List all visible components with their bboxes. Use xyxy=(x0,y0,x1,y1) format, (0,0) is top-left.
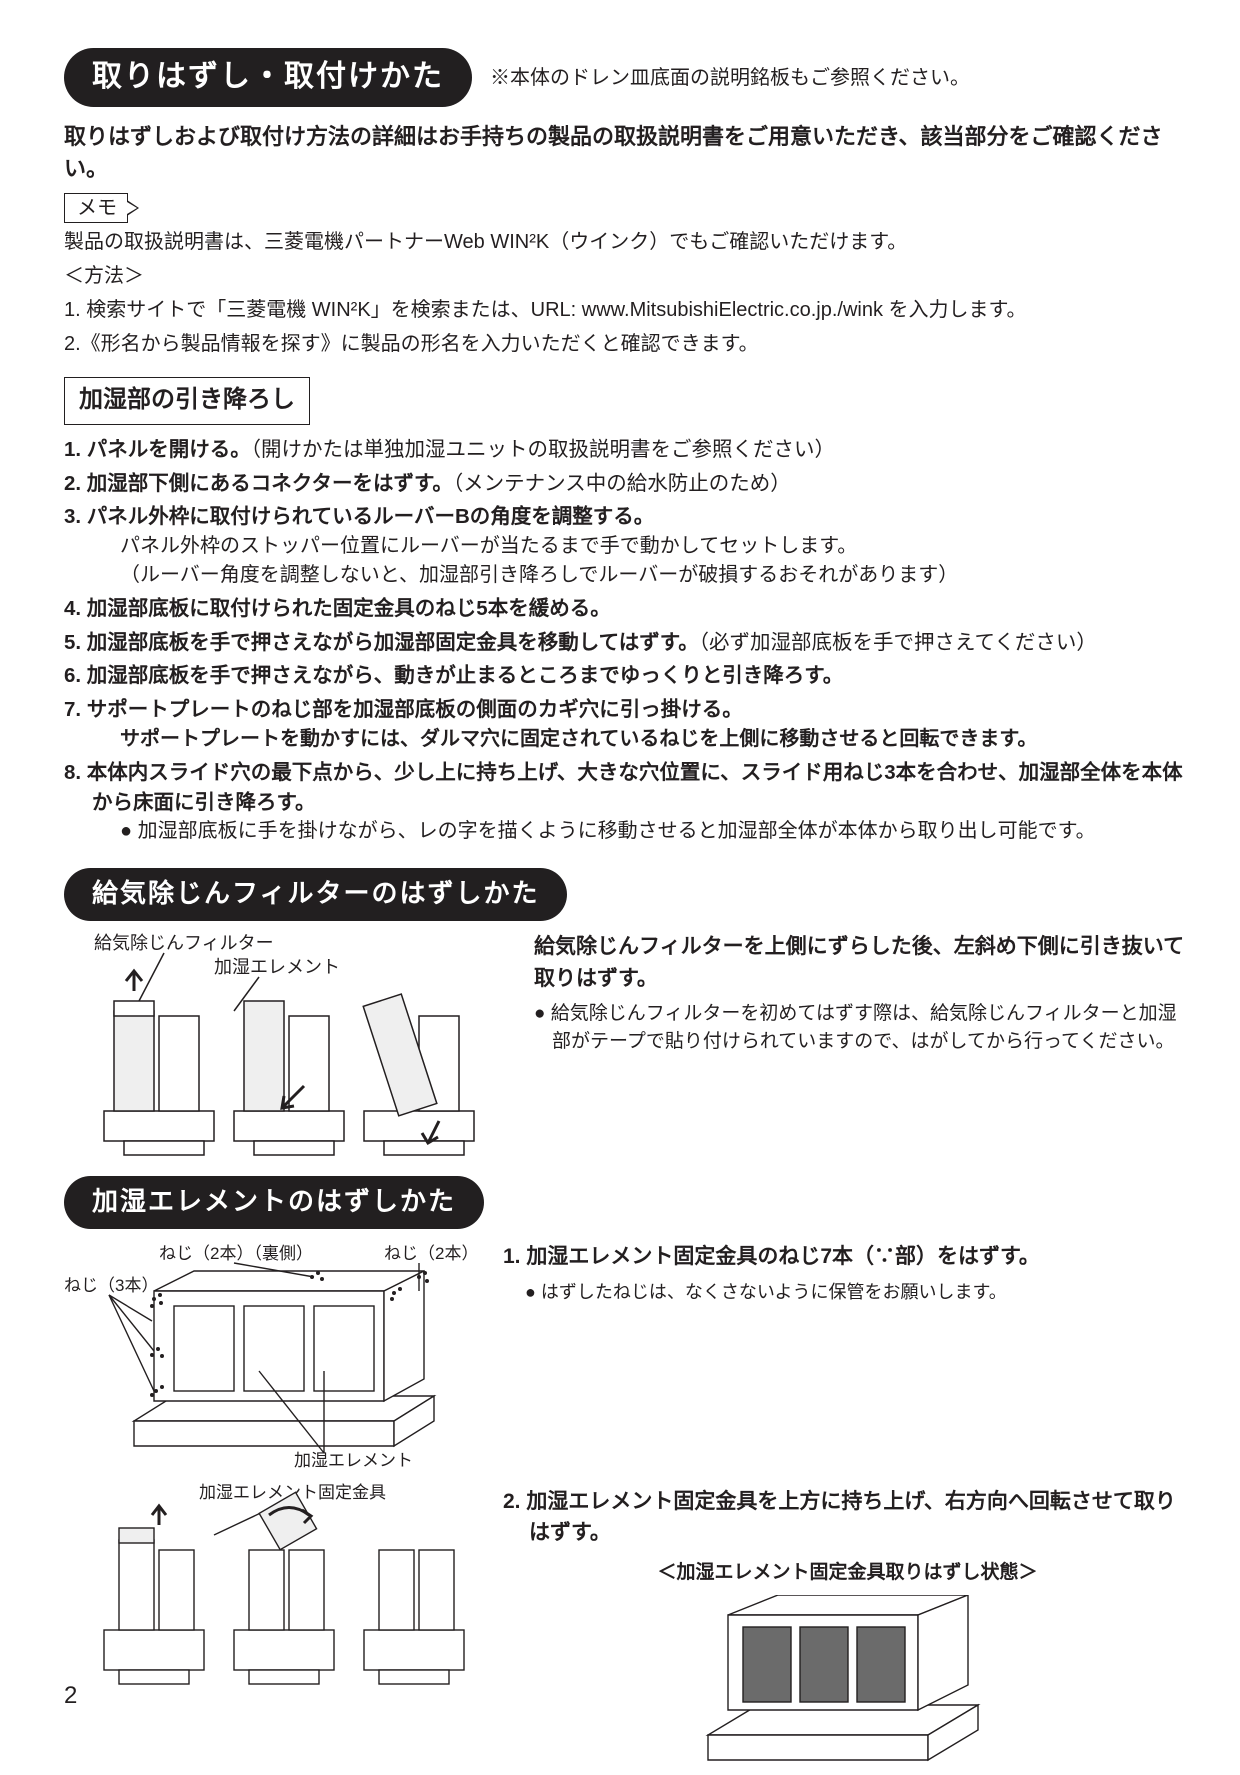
filter-diagram-svg: 給気除じんフィルター 加湿エレメント xyxy=(64,931,484,1161)
step-3: 3. パネル外枠に取付けられているルーバーBの角度を調整する。 パネル外枠のスト… xyxy=(64,502,1192,590)
section-title-pill: 取りはずし・取付けかた xyxy=(64,48,472,107)
step-8: 8. 本体内スライド穴の最下点から、少し上に持ち上げ、大きな穴位置に、スライド用… xyxy=(64,758,1192,846)
step-5-bold: 加湿部底板を手で押さえながら加湿部固定金具を移動してはずす。 xyxy=(87,631,699,654)
filter-section: 給気除じんフィルターのはずしかた 給気除じんフィルター 加湿エレメント xyxy=(64,868,1192,1170)
element-step-1: 1. 加湿エレメント固定金具のねじ7本（∵部）をはずす。 xyxy=(503,1241,1192,1273)
step-3-indent2: （ルーバー角度を調整しないと、加湿部引き降ろしでルーバーが破損するおそれがありま… xyxy=(92,561,1192,590)
step-7-bold2: サポートプレートを動かすには、ダルマ穴に固定されているねじを上側に移動させると回… xyxy=(92,725,1192,754)
element-caption: ＜加湿エレメント固定金具取りはずし状態＞ xyxy=(503,1559,1192,1588)
filter-label-2: 加湿エレメント xyxy=(214,957,340,977)
page-number: 2 xyxy=(64,1678,77,1714)
step-2-light: （メンテナンス中の給水防止のため） xyxy=(453,472,791,495)
step-2-num: 2. xyxy=(64,472,87,495)
step-1: 1. パネルを開ける。（開けかたは単独加湿ユニットの取扱説明書をご参照ください） xyxy=(64,435,1192,465)
step-4: 4. 加湿部底板に取付けられた固定金具のねじ5本を緩める。 xyxy=(64,594,1192,624)
step-3-indent1: パネル外枠のストッパー位置にルーバーが当たるまで手で動かしてセットします。 xyxy=(92,532,1192,561)
element-title-pill: 加湿エレメントのはずしかた xyxy=(64,1176,484,1229)
section-header-row: 取りはずし・取付けかた ※本体のドレン皿底面の説明銘板もご参照ください。 xyxy=(64,48,1192,107)
element-diagram-area: ねじ（2本）（裏側） ねじ（2本） ねじ（3本） 加湿エレメント xyxy=(64,1241,479,1709)
step-5: 5. 加湿部底板を手で押さえながら加湿部固定金具を移動してはずす。（必ず加湿部底… xyxy=(64,628,1192,658)
element-row: ねじ（2本）（裏側） ねじ（2本） ねじ（3本） 加湿エレメント xyxy=(64,1241,1192,1775)
step-8-bullet: 加湿部底板に手を掛けながら、レの字を描くように移動させると加湿部全体が本体から取… xyxy=(92,817,1192,846)
step-1-light: （開けかたは単独加湿ユニットの取扱説明書をご参照ください） xyxy=(251,438,835,461)
label-elem: 加湿エレメント xyxy=(294,1451,413,1470)
filter-label-1: 給気除じんフィルター xyxy=(94,933,274,953)
step-5-num: 5. xyxy=(64,631,87,654)
filter-text-area: 給気除じんフィルターを上側にずらした後、左斜め下側に引き抜いて取りはずす。 給気… xyxy=(534,931,1192,1055)
step-1-bold: パネルを開ける。 xyxy=(87,438,251,461)
method-step-2: 2.《形名から製品情報を探す》に製品の形名を入力いただくと確認できます。 xyxy=(64,329,1192,359)
intro-bold-text: 取りはずしおよび取付け方法の詳細はお手持ちの製品の取扱説明書をご用意いただき、該… xyxy=(64,121,1192,185)
step-7: 7. サポートプレートのねじ部を加湿部底板の側面のカギ穴に引っ掛ける。 サポート… xyxy=(64,695,1192,754)
filter-title-pill: 給気除じんフィルターのはずしかた xyxy=(64,868,567,921)
filter-right-bold: 給気除じんフィルターを上側にずらした後、左斜め下側に引き抜いて取りはずす。 xyxy=(534,931,1192,994)
sub-heading-box: 加湿部の引き降ろし xyxy=(64,377,310,425)
element-diagram-1-svg: ねじ（2本）（裏側） ねじ（2本） ねじ（3本） 加湿エレメント xyxy=(64,1241,474,1471)
step-8-num: 8. xyxy=(64,761,87,784)
section-title-note: ※本体のドレン皿底面の説明銘板もご参照ください。 xyxy=(490,63,970,93)
step-6: 6. 加湿部底板を手で押さえながら、動きが止まるところまでゆっくりと引き降ろす。 xyxy=(64,661,1192,691)
step-6-bold: 加湿部底板を手で押さえながら、動きが止まるところまでゆっくりと引き降ろす。 xyxy=(87,664,843,687)
element-diagram-3-svg xyxy=(688,1595,1008,1775)
filter-right-note: 給気除じんフィルターを初めてはずす際は、給気除じんフィルターと加湿部がテープで貼… xyxy=(534,1000,1192,1055)
step-3-bold: パネル外枠に取付けられているルーバーBの角度を調整する。 xyxy=(87,505,654,528)
step-1-num: 1. xyxy=(64,438,87,461)
label-neji2a: ねじ（2本）（裏側） xyxy=(159,1243,313,1263)
step-7-bold: サポートプレートのねじ部を加湿部底板の側面のカギ穴に引っ掛ける。 xyxy=(87,698,743,721)
element-diagram-2-svg: 加湿エレメント固定金具 xyxy=(64,1480,474,1700)
step-4-num: 4. xyxy=(64,597,87,620)
step-2-bold: 加湿部下側にあるコネクターをはずす。 xyxy=(87,472,453,495)
step-5-light: （必ず加湿部底板を手で押さえてください） xyxy=(699,631,1097,654)
memo-tag: メモ xyxy=(64,193,128,223)
step-4-bold: 加湿部底板に取付けられた固定金具のねじ5本を緩める。 xyxy=(87,597,611,620)
method-label: ＜方法＞ xyxy=(64,261,1192,291)
step-3-num: 3. xyxy=(64,505,87,528)
element-text-area: 1. 加湿エレメント固定金具のねじ7本（∵部）をはずす。 はずしたねじは、なくさ… xyxy=(503,1241,1192,1775)
filter-row: 給気除じんフィルター 加湿エレメント xyxy=(64,931,1192,1170)
steps-list: 1. パネルを開ける。（開けかたは単独加湿ユニットの取扱説明書をご参照ください）… xyxy=(64,435,1192,846)
step-7-num: 7. xyxy=(64,698,87,721)
filter-diagram-area: 給気除じんフィルター 加湿エレメント xyxy=(64,931,494,1170)
step-2: 2. 加湿部下側にあるコネクターをはずす。（メンテナンス中の給水防止のため） xyxy=(64,469,1192,499)
label-neji3: ねじ（3本） xyxy=(64,1276,158,1295)
element-step-2: 2. 加湿エレメント固定金具を上方に持ち上げ、右方向へ回転させて取りはずす。 xyxy=(503,1486,1192,1549)
step-8-bold: 本体内スライド穴の最下点から、少し上に持ち上げ、大きな穴位置に、スライド用ねじ3… xyxy=(87,761,1183,814)
method-step-1: 1. 検索サイトで「三菱電機 WIN²K」を検索または、URL: www.Mit… xyxy=(64,295,1192,325)
memo-text: 製品の取扱説明書は、三菱電機パートナーWeb WIN²K（ウインク）でもご確認い… xyxy=(64,227,1192,257)
step-6-num: 6. xyxy=(64,664,87,687)
element-step-1-note: はずしたねじは、なくさないように保管をお願いします。 xyxy=(503,1279,1192,1306)
intro-block: 取りはずしおよび取付け方法の詳細はお手持ちの製品の取扱説明書をご用意いただき、該… xyxy=(64,121,1192,359)
element-section: 加湿エレメントのはずしかた ねじ（2本）（裏側） ねじ（2本） ねじ（3本） 加… xyxy=(64,1176,1192,1775)
label-neji2b: ねじ（2本） xyxy=(384,1244,474,1263)
